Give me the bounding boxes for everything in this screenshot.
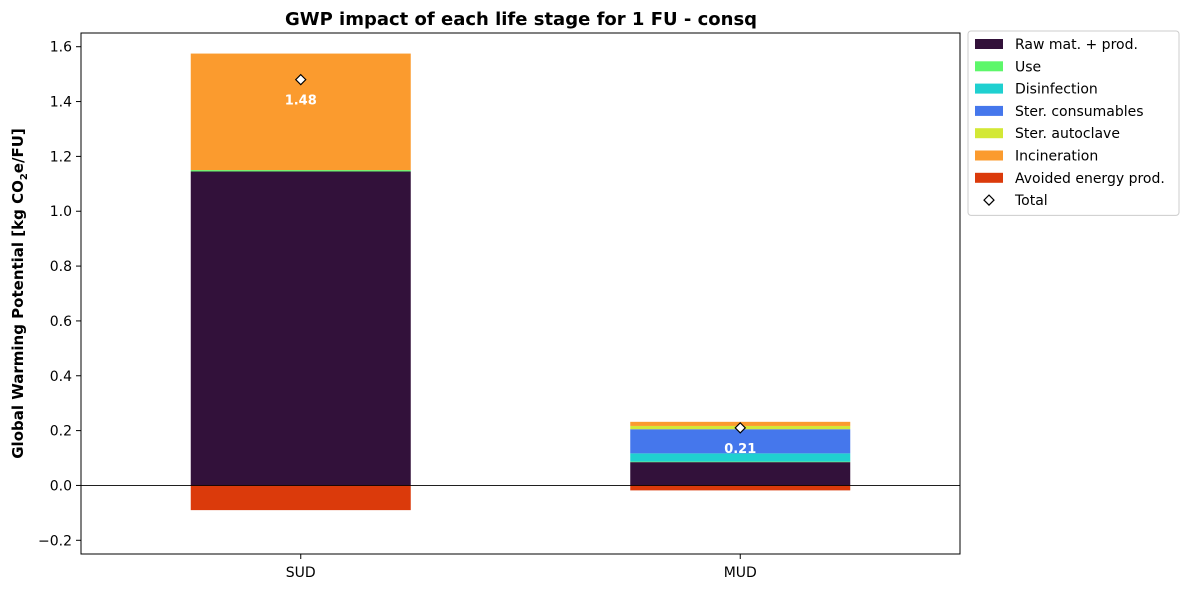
y-tick-label: −0.2 — [38, 533, 72, 549]
y-tick-label: 0.0 — [50, 478, 72, 494]
plot-frame — [80, 32, 961, 555]
legend-swatch-4 — [975, 128, 1003, 139]
x-tick-label: SUD — [286, 565, 316, 581]
legend-label-5: Incineration — [1015, 149, 1098, 165]
total-marker-mud — [734, 422, 747, 434]
y-tick-label: 0.2 — [50, 424, 72, 440]
legend-swatch-3 — [975, 105, 1003, 116]
y-axis-label-subscript: 2 — [19, 173, 30, 180]
chart-title: GWP impact of each life stage for 1 FU -… — [285, 9, 757, 30]
legend-label-3: Ster. consumables — [1015, 104, 1144, 120]
legend-swatch-1 — [975, 61, 1003, 72]
legend-swatch-5 — [975, 150, 1003, 161]
legend-label-1: Use — [1015, 59, 1041, 75]
bar-segment-sud-1 — [190, 170, 411, 172]
x-tick-label: MUD — [724, 565, 757, 581]
bar-segment-sud-5 — [190, 53, 411, 171]
legend-swatch-6 — [975, 172, 1003, 183]
x-axis: SUD MUD — [286, 554, 757, 581]
y-axis-label-suffix: e/FU] — [9, 128, 27, 173]
total-label-mud: 0.21 — [724, 442, 756, 457]
legend-label-6: Avoided energy prod. — [1015, 171, 1165, 187]
y-tick-label: 0.6 — [50, 314, 72, 330]
y-tick-label: 1.2 — [50, 149, 72, 165]
total-marker-sud — [294, 73, 307, 86]
bar-segment-mud-1 — [630, 461, 851, 463]
bar-segment-mud-6 — [630, 485, 851, 491]
y-tick-label: 0.4 — [50, 369, 72, 385]
legend-swatch-2 — [975, 83, 1003, 94]
legend-box — [967, 30, 1180, 216]
y-axis-label-prefix: Global Warming Potential [kg CO — [9, 180, 27, 459]
legend-label-0: Raw mat. + prod. — [1015, 37, 1138, 53]
y-tick-label: 1.0 — [50, 204, 72, 220]
bar-segment-sud-6 — [190, 485, 411, 511]
total-label-sud: 1.48 — [285, 94, 317, 109]
plot-area: 1.48 0.21 — [81, 53, 960, 511]
y-tick-label: 1.6 — [50, 40, 72, 56]
bar-segment-mud-2 — [630, 453, 851, 462]
legend-label-2: Disinfection — [1015, 82, 1098, 98]
y-tick-label: 1.4 — [50, 95, 72, 111]
legend-swatch-0 — [975, 39, 1003, 49]
legend-swatch-total — [983, 194, 995, 206]
bar-segment-sud-0 — [190, 171, 411, 486]
y-axis: −0.2 0.0 0.2 0.4 0.6 0.8 1.0 1.2 1.4 1.6 — [38, 40, 81, 549]
y-axis-label: Global Warming Potential [kg CO2e/FU] — [9, 128, 30, 459]
legend: Raw mat. + prod. Use Disinfection Ster. con… — [967, 30, 1180, 216]
legend-label-total: Total — [1014, 193, 1048, 209]
legend-label-4: Ster. autoclave — [1015, 126, 1120, 142]
bar-segment-mud-0 — [630, 462, 851, 486]
y-tick-label: 0.8 — [50, 259, 72, 275]
